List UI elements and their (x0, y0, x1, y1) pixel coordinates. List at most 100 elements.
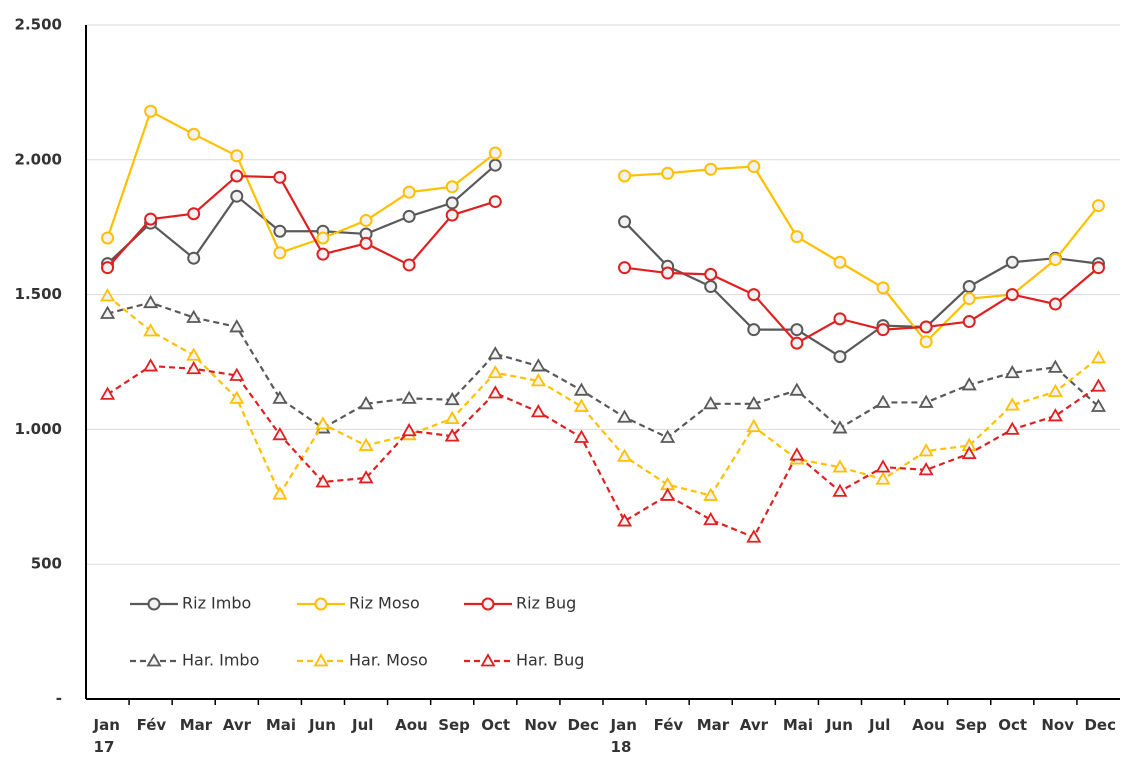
marker (187, 207, 201, 221)
marker (661, 266, 675, 280)
marker (832, 459, 848, 473)
x-tick-label: Oct (998, 716, 1028, 734)
marker (444, 410, 460, 425)
marker (747, 160, 761, 174)
x-tick-label: Aou (395, 716, 428, 734)
x-tick-label: Fév (653, 716, 684, 734)
marker (616, 409, 633, 423)
marker (790, 336, 804, 350)
marker (875, 471, 891, 485)
marker (704, 280, 718, 294)
marker (1004, 421, 1020, 435)
x-tick-label: Jul (352, 716, 374, 734)
marker (186, 360, 202, 375)
marker (1090, 350, 1107, 364)
marker (1091, 261, 1105, 275)
marker (703, 511, 719, 526)
marker (444, 428, 460, 442)
marker (273, 170, 287, 184)
x-tick-label: Jun (825, 716, 853, 734)
legend-label: Har. Bug (516, 651, 584, 670)
marker (789, 447, 805, 461)
legend-marker (313, 653, 329, 667)
x-tick-label: Aou (912, 716, 945, 734)
marker (1004, 364, 1020, 379)
x-tick-label: Mar (696, 716, 730, 734)
marker (488, 158, 502, 172)
marker (187, 251, 201, 265)
marker (833, 255, 847, 269)
x-tick-label: Jan 17 (93, 716, 120, 756)
marker (530, 404, 546, 418)
marker (230, 169, 244, 183)
marker (833, 312, 847, 326)
marker (875, 394, 891, 408)
x-tick-label: Nov (524, 716, 558, 734)
marker (618, 169, 632, 183)
marker (229, 367, 245, 381)
x-tick-label: Avr (739, 716, 769, 734)
marker (273, 224, 287, 238)
marker (359, 213, 373, 227)
marker (833, 350, 847, 364)
series-line (106, 164, 1099, 358)
marker (661, 166, 675, 180)
series-line (106, 295, 1100, 497)
marker (747, 323, 761, 337)
marker (1047, 408, 1063, 422)
marker (962, 292, 976, 306)
marker (187, 127, 201, 141)
marker (573, 382, 590, 396)
marker (186, 347, 202, 361)
marker (832, 483, 848, 497)
marker (962, 280, 976, 294)
marker (143, 323, 159, 337)
y-tick-label: 2.500 (15, 16, 62, 34)
marker (144, 104, 158, 118)
marker (703, 395, 719, 410)
marker (445, 180, 459, 194)
marker (616, 513, 633, 527)
y-tick-label: 1.500 (15, 285, 62, 303)
x-tick-label: Nov (1041, 716, 1075, 734)
marker (703, 487, 719, 501)
marker (101, 261, 115, 275)
marker (876, 281, 890, 295)
series-line (106, 364, 1100, 539)
x-tick-label: Avr (222, 716, 252, 734)
y-tick-label: 1.000 (15, 420, 62, 438)
marker (919, 320, 933, 334)
marker (186, 309, 202, 323)
marker (875, 459, 891, 473)
marker (919, 335, 933, 349)
marker (401, 422, 417, 437)
marker (747, 288, 761, 302)
marker (487, 346, 503, 360)
marker (402, 185, 416, 199)
legend-label: Riz Moso (349, 594, 420, 613)
marker (789, 382, 805, 396)
marker (876, 323, 890, 337)
legend-marker (481, 597, 495, 611)
marker (616, 448, 633, 462)
marker (144, 212, 158, 226)
marker (488, 195, 502, 209)
marker (101, 231, 115, 245)
marker (315, 416, 331, 430)
legend-marker (314, 597, 328, 611)
y-tick-label: - (56, 690, 62, 708)
legend-label: Riz Imbo (182, 594, 251, 613)
marker (1004, 397, 1020, 411)
marker (99, 288, 116, 302)
marker (1090, 398, 1107, 412)
marker (230, 189, 244, 203)
marker (488, 146, 502, 160)
marker (358, 437, 374, 451)
marker (1048, 253, 1062, 267)
marker (316, 247, 330, 261)
marker (272, 390, 288, 404)
series-line (107, 301, 1100, 439)
marker (746, 418, 762, 433)
